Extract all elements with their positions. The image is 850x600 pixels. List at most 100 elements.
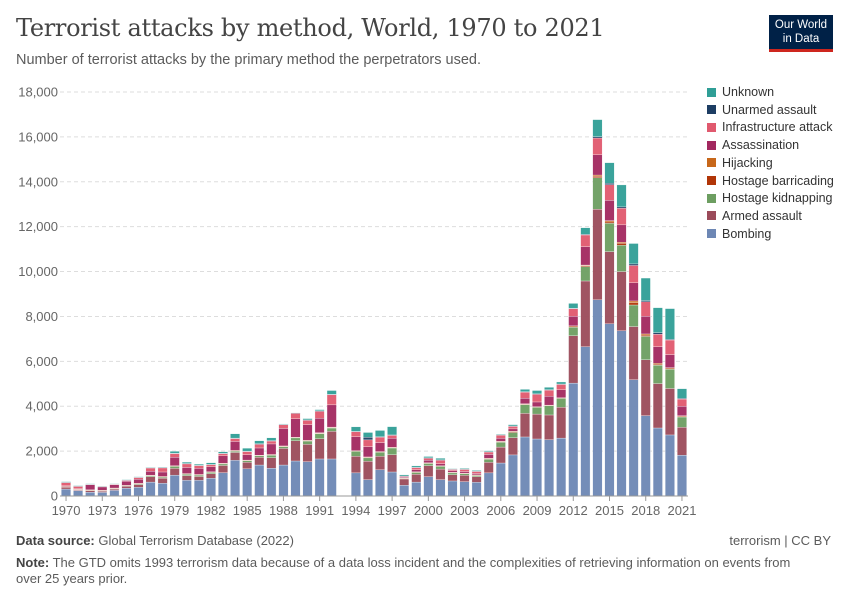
bar-segment-unknown[interactable] [556,381,567,385]
bar-segment-unknown[interactable] [387,426,397,436]
bar-segment-infrastructure-attack[interactable] [520,391,530,399]
bar-segment-hostage-kidnapping[interactable] [266,455,277,458]
bar-segment-assassination[interactable] [556,389,567,398]
bar-segment-infrastructure-attack[interactable] [230,438,240,442]
bar-segment-assassination[interactable] [218,455,228,464]
bar-segment-armed-assault[interactable] [435,468,446,480]
bar-segment-unarmed-assault[interactable] [616,206,627,209]
bar-segment-assassination[interactable] [628,282,639,302]
bar-segment-hostage-kidnapping[interactable] [278,446,289,449]
bar-segment-hostage-kidnapping[interactable] [604,223,615,252]
license[interactable]: terrorism | CC BY [729,533,831,548]
bar-segment-bombing[interactable] [266,468,277,497]
bar-segment-bombing[interactable] [145,481,156,497]
bar-segment-unknown[interactable] [194,463,204,466]
bar-segment-bombing[interactable] [109,490,120,497]
bar-segment-armed-assault[interactable] [230,452,240,461]
bar-segment-bombing[interactable] [218,472,228,497]
bar-segment-unknown[interactable] [604,162,615,184]
bar-segment-assassination[interactable] [109,484,120,489]
bar-segment-infrastructure-attack[interactable] [435,460,446,464]
bar-segment-bombing[interactable] [157,483,168,497]
bar-segment-bombing[interactable] [61,488,71,497]
bar-segment-unarmed-assault[interactable] [592,136,603,139]
bar-segment-unknown[interactable] [73,485,83,487]
bar-segment-armed-assault[interactable] [290,440,301,462]
bar-segment-infrastructure-attack[interactable] [351,431,361,437]
bar-segment-bombing[interactable] [85,492,96,497]
bar-segment-unknown[interactable] [375,430,385,437]
bar-segment-hostage-kidnapping[interactable] [302,440,313,445]
bar-segment-unknown[interactable] [483,450,494,452]
bar-segment-hostage-kidnapping[interactable] [556,398,567,408]
bar-segment-unknown[interactable] [169,451,180,454]
bar-segment-armed-assault[interactable] [278,448,289,466]
bar-segment-infrastructure-attack[interactable] [592,137,603,155]
bar-segment-bombing[interactable] [640,415,651,497]
bar-segment-unknown[interactable] [447,468,458,470]
bar-segment-armed-assault[interactable] [314,438,325,460]
bar-segment-bombing[interactable] [387,471,397,497]
bar-segment-bombing[interactable] [411,481,422,497]
bar-segment-unknown[interactable] [266,437,277,441]
bar-segment-hostage-kidnapping[interactable] [520,404,530,414]
bar-segment-infrastructure-attack[interactable] [616,208,627,226]
bar-segment-unknown[interactable] [435,458,446,461]
bar-segment-assassination[interactable] [181,467,192,474]
bar-segment-unarmed-assault[interactable] [604,183,615,185]
bar-segment-armed-assault[interactable] [652,383,663,429]
bar-segment-hostage-kidnapping[interactable] [411,472,422,475]
bar-segment-armed-assault[interactable] [483,462,494,474]
bar-segment-bombing[interactable] [592,299,603,497]
bar-segment-bombing[interactable] [459,481,470,497]
bar-segment-unknown[interactable] [411,465,422,468]
bar-segment-bombing[interactable] [435,479,446,497]
bar-segment-unknown[interactable] [652,307,663,333]
bar-segment-assassination[interactable] [447,470,458,473]
bar-segment-hijacking[interactable] [604,220,615,223]
bar-segment-armed-assault[interactable] [628,326,639,380]
bar-segment-bombing[interactable] [181,480,192,497]
bar-segment-armed-assault[interactable] [169,468,180,476]
bar-segment-infrastructure-attack[interactable] [640,301,651,317]
bar-segment-assassination[interactable] [520,397,530,404]
bar-segment-assassination[interactable] [411,469,422,472]
bar-segment-hostage-kidnapping[interactable] [363,457,373,462]
bar-segment-hostage-kidnapping[interactable] [640,336,651,360]
bar-segment-infrastructure-attack[interactable] [181,463,192,468]
bar-segment-infrastructure-attack[interactable] [206,464,216,467]
bar-segment-unknown[interactable] [495,433,506,435]
bar-segment-armed-assault[interactable] [580,280,591,347]
bar-segment-bombing[interactable] [544,439,554,497]
bar-segment-unknown[interactable] [85,483,96,485]
bar-segment-bombing[interactable] [169,474,180,497]
bar-segment-armed-assault[interactable] [520,413,530,438]
bar-segment-bombing[interactable] [520,436,530,497]
legend-item[interactable]: Hostage kidnapping [707,191,833,205]
legend-item[interactable]: Hijacking [707,156,773,170]
bar-segment-armed-assault[interactable] [351,456,361,474]
bar-segment-unknown[interactable] [61,481,71,483]
bar-segment-bombing[interactable] [508,454,518,497]
bar-segment-hostage-kidnapping[interactable] [254,455,265,458]
bar-segment-assassination[interactable] [387,438,397,448]
bar-segment-hostage-kidnapping[interactable] [314,433,325,439]
bar-segment-hostage-kidnapping[interactable] [326,427,337,432]
bar-segment-bombing[interactable] [568,382,579,497]
bar-segment-hostage-kidnapping[interactable] [169,466,180,469]
bar-segment-infrastructure-attack[interactable] [580,234,591,247]
bar-segment-hostage-kidnapping[interactable] [387,447,397,455]
bar-segment-infrastructure-attack[interactable] [508,426,518,430]
bar-segment-armed-assault[interactable] [592,209,603,300]
bar-segment-assassination[interactable] [85,484,96,490]
bar-segment-infrastructure-attack[interactable] [218,453,228,456]
bar-segment-unknown[interactable] [508,424,518,427]
bar-segment-assassination[interactable] [435,463,446,466]
bar-segment-armed-assault[interactable] [459,475,470,482]
bar-segment-infrastructure-attack[interactable] [483,451,494,455]
bar-segment-hostage-kidnapping[interactable] [616,245,627,272]
bar-segment-infrastructure-attack[interactable] [532,394,542,403]
bar-segment-assassination[interactable] [363,446,373,458]
bar-segment-armed-assault[interactable] [145,476,156,483]
bar-segment-armed-assault[interactable] [677,427,687,456]
